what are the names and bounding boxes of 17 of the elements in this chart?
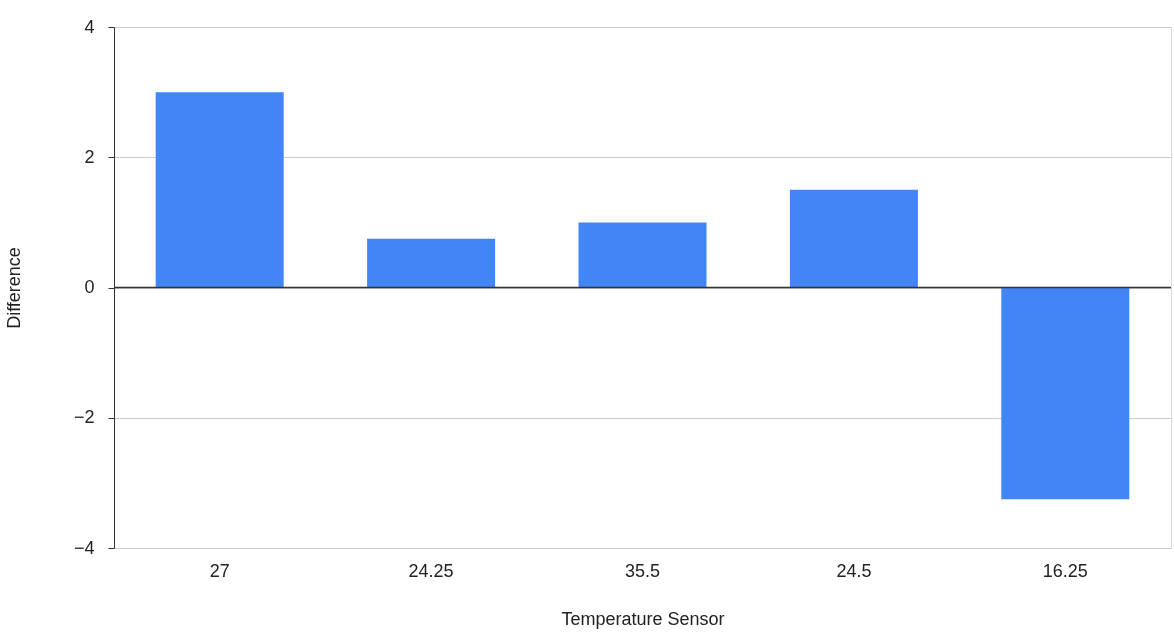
y-tick-label: 4 (84, 16, 95, 37)
bar (789, 189, 918, 288)
x-tick-label: 35.5 (624, 560, 661, 581)
x-tick-label: 16.25 (1042, 560, 1088, 581)
bar (155, 92, 284, 288)
bar (1001, 287, 1130, 500)
y-tick-label: 0 (84, 277, 95, 297)
x-tick-label: 24.25 (408, 560, 454, 581)
y-tick-label: −2 (73, 407, 95, 428)
bar (367, 238, 496, 288)
x-tick-label: 24.5 (836, 560, 872, 581)
y-tick-label: −4 (73, 537, 95, 558)
bar (578, 222, 707, 288)
x-tick-label: 27 (209, 560, 230, 581)
x-axis-title: Temperature Sensor (561, 608, 725, 629)
y-tick-label: 2 (84, 146, 95, 167)
y-axis-title: Difference (3, 247, 24, 329)
